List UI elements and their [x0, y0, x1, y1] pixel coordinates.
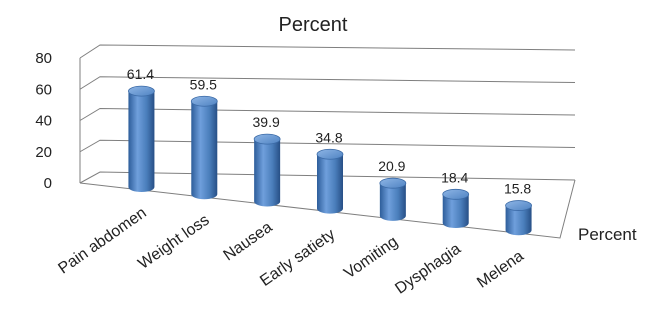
y-tick-label: 20 [35, 144, 52, 161]
gridline [79, 107, 576, 121]
bar [128, 85, 155, 193]
bar-cap [128, 85, 155, 97]
bar-cap [379, 177, 407, 189]
bar-body [128, 91, 155, 193]
gridlines [79, 44, 576, 239]
y-tick-label: 0 [44, 175, 52, 192]
category-label: Melena [474, 248, 527, 292]
data-label: 18.4 [441, 169, 468, 185]
category-label: Dysphagia [392, 240, 464, 297]
bar-body [317, 154, 343, 214]
bar [505, 200, 532, 236]
data-label: 61.4 [127, 66, 154, 82]
category-label: Nausea [221, 219, 276, 265]
bar-body [191, 101, 218, 200]
bar [442, 188, 470, 229]
data-label: 34.8 [315, 129, 342, 145]
gridline [79, 44, 576, 59]
bars [128, 85, 532, 236]
bar-cap [190, 95, 218, 107]
bar [190, 95, 218, 200]
category-label: Vomiting [341, 233, 401, 282]
data-label: 39.9 [253, 114, 280, 130]
bar-body [254, 139, 281, 207]
data-label: 20.9 [378, 158, 405, 174]
bar [253, 133, 281, 207]
data-labels: 61.4 59.5 39.9 34.8 20.9 18.4 15.8 [127, 66, 532, 196]
bar-cap [253, 133, 281, 145]
data-label: 59.5 [190, 76, 217, 92]
y-tick-label: 40 [35, 113, 52, 130]
bar-cap [316, 148, 344, 160]
bar [316, 148, 344, 214]
bar-cap [442, 188, 470, 200]
gridline [79, 139, 576, 153]
gridline [79, 76, 576, 90]
bar-body [442, 194, 469, 229]
bar-cap [505, 200, 532, 211]
category-label: Pain abdomen [55, 204, 149, 277]
value-axis: 0 20 40 60 80 [35, 50, 52, 192]
gridline [79, 171, 576, 184]
chart-title: Percent [279, 14, 348, 36]
y-tick-label: 60 [35, 81, 52, 98]
y-tick-label: 80 [35, 50, 52, 67]
bar [379, 177, 407, 221]
data-label: 15.8 [504, 181, 531, 197]
series-label: Percent [578, 225, 637, 244]
category-label: Weight loss [135, 212, 212, 273]
floor-edge [79, 179, 576, 239]
bar-body [505, 205, 532, 236]
bar-body [379, 183, 406, 221]
